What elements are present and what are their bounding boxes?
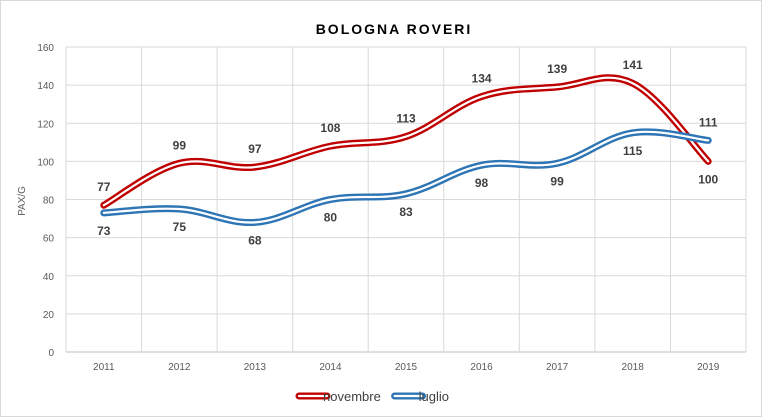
data-label: 99	[550, 174, 564, 188]
data-label: 73	[97, 224, 111, 238]
x-tick-label: 2015	[395, 362, 418, 373]
x-tick-label: 2012	[168, 362, 191, 373]
chart-title: BOLOGNA ROVERI	[316, 21, 473, 37]
data-label: 111	[699, 115, 718, 129]
data-label: 113	[396, 112, 416, 126]
legend: novembre luglio	[295, 389, 449, 404]
data-label: 97	[248, 142, 262, 156]
y-tick-label: 80	[43, 196, 55, 207]
x-axis-ticks: 2011 2012 2013 2014 2015 2016 2017 2018 2019	[93, 362, 720, 373]
data-label: 134	[472, 72, 492, 86]
data-label: 115	[623, 144, 643, 158]
legend-label: novembre	[323, 389, 381, 404]
series-line-inner-luglio	[102, 130, 710, 224]
series-line-novembre	[100, 74, 712, 209]
x-tick-label: 2011	[93, 362, 115, 373]
y-tick-label: 40	[43, 272, 55, 283]
x-tick-label: 2014	[319, 362, 342, 373]
data-label: 75	[173, 220, 187, 234]
series-line-inner-novembre	[102, 76, 710, 207]
y-axis-label: PAX/G	[17, 186, 28, 216]
y-tick-label: 100	[37, 157, 54, 168]
y-axis-ticks: 0 20 40 60 80 100 120 140 160	[37, 43, 54, 359]
data-label: 108	[320, 121, 340, 135]
data-label: 99	[173, 138, 187, 152]
legend-label: luglio	[419, 389, 449, 404]
data-label: 139	[547, 62, 567, 76]
series-lines	[100, 74, 712, 226]
y-tick-label: 120	[37, 119, 54, 130]
y-tick-label: 20	[43, 310, 55, 321]
x-tick-label: 2016	[470, 362, 493, 373]
x-tick-label: 2017	[546, 362, 569, 373]
data-label: 68	[248, 233, 262, 247]
y-tick-label: 140	[37, 81, 54, 92]
data-label: 80	[324, 211, 338, 225]
y-tick-label: 60	[43, 234, 55, 245]
data-label: 100	[698, 172, 718, 186]
x-tick-label: 2019	[697, 362, 720, 373]
data-label: 83	[399, 205, 413, 219]
y-tick-label: 160	[37, 43, 54, 54]
data-label: 141	[623, 58, 643, 72]
data-label: 77	[97, 180, 111, 194]
x-tick-label: 2018	[622, 362, 645, 373]
data-labels: 77 99 97 108 113 134 139 141 100 73 75 68 80 83 98 99 11…	[97, 58, 718, 247]
data-label: 98	[475, 176, 489, 190]
y-tick-label: 0	[48, 348, 54, 359]
x-tick-label: 2013	[244, 362, 267, 373]
